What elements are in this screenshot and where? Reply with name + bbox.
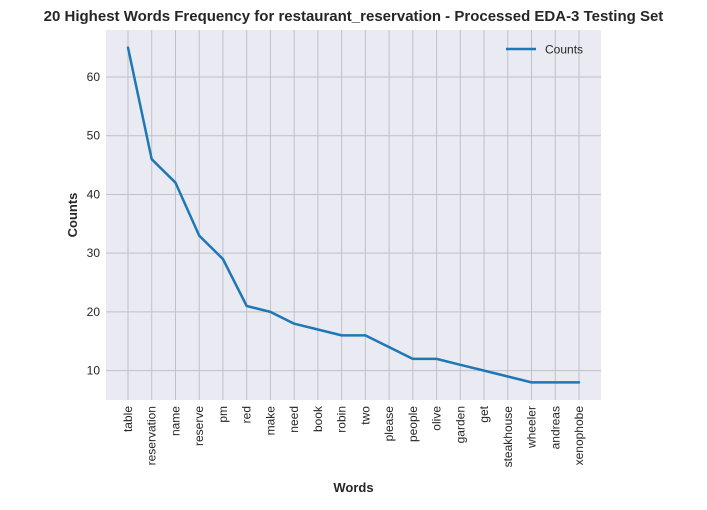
x-axis: table reservation name reserve pm red make need… [121,405,586,467]
x-tick-label: need [287,406,301,433]
x-tick-label: table [121,406,135,432]
x-tick-label: get [477,405,491,422]
y-tick-label: 40 [87,187,101,201]
x-tick-label: two [358,406,372,425]
grid-lines [106,30,601,400]
y-tick-label: 60 [87,70,101,84]
x-tick-label: wheeler [525,406,539,449]
plot-area [106,30,601,400]
x-tick-label: reservation [145,406,159,465]
x-tick-label: book [311,405,325,432]
y-tick-label: 30 [87,246,101,260]
x-tick-label: make [263,406,277,436]
x-tick-label: garden [453,406,467,443]
x-tick-label: steakhouse [501,406,515,468]
series-line-counts [126,46,581,384]
x-tick-label: red [240,406,254,423]
series-layer [126,46,581,384]
x-tick-label: pm [216,406,230,423]
y-tick-label: 20 [87,305,101,319]
x-tick-label: olive [430,406,444,431]
chart-title: 20 Highest Words Frequency for restauran… [44,8,664,25]
y-tick-label: 50 [87,129,101,143]
x-tick-label: people [406,406,420,442]
x-tick-label: xenophobe [572,406,586,466]
x-tick-label: andreas [548,406,562,449]
y-axis-label: Counts [65,193,80,238]
y-axis: 10 20 30 40 50 60 [87,70,101,378]
x-axis-label: Words [333,480,373,495]
legend: Counts [506,43,583,57]
x-tick-label: name [168,406,182,436]
x-tick-label: reserve [192,406,206,446]
y-tick-label: 10 [87,364,101,378]
x-tick-label: please [382,406,396,442]
legend-label-counts: Counts [545,43,583,57]
x-tick-label: robin [335,406,349,433]
